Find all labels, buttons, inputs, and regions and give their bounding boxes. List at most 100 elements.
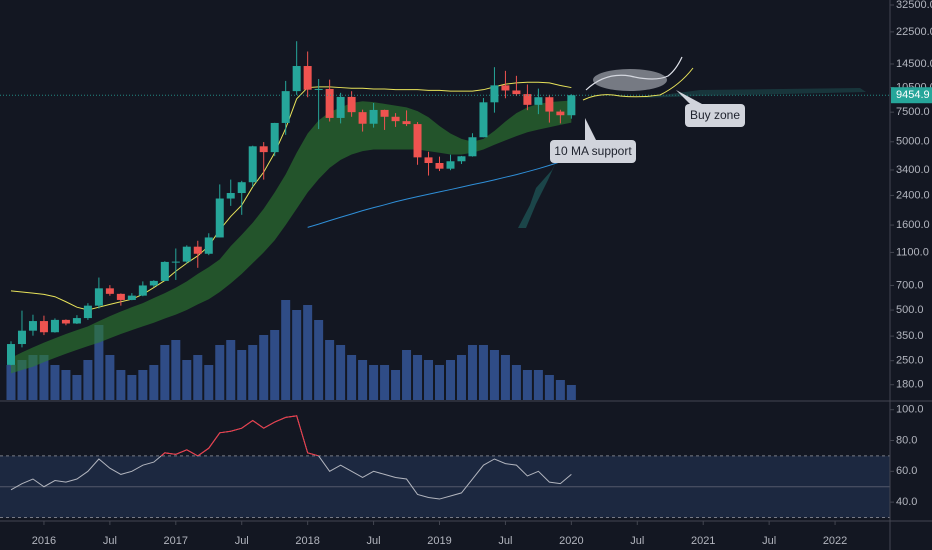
candle-body (380, 109, 389, 117)
candle-body (17, 330, 26, 345)
y-tick-label: 700.0 (896, 279, 924, 291)
annotation: 10 MA support (550, 118, 636, 163)
moving-average (307, 157, 572, 228)
candle-body (28, 321, 37, 331)
volume-bar (347, 355, 357, 400)
volume-bar (402, 350, 412, 400)
volume-bar (489, 350, 499, 400)
y-tick-label: 180.0 (896, 379, 924, 391)
ribbon-area (10, 100, 572, 374)
candle-body (160, 261, 169, 281)
candle-body (237, 182, 246, 194)
x-tick-label: Jul (103, 535, 117, 547)
volume-bar (204, 365, 214, 400)
candle-body (39, 321, 48, 333)
volume-bar (215, 345, 225, 400)
candle-body (336, 96, 345, 118)
candle-body (204, 237, 213, 254)
volume-bar (325, 340, 335, 400)
volume-bar (467, 345, 477, 400)
candle-body (446, 161, 455, 169)
candle-body (248, 146, 257, 183)
candle-body (193, 246, 202, 254)
volume-bar (369, 365, 379, 400)
volume-bar (270, 330, 280, 400)
x-tick-label: Jul (762, 535, 776, 547)
projection-line (582, 67, 694, 101)
candle-body (523, 94, 532, 105)
volume-bar (303, 305, 313, 400)
volume-bar (50, 365, 60, 400)
volume-bar (72, 375, 82, 400)
volume-bar (17, 360, 27, 400)
volume-bar (281, 300, 291, 400)
candle-body (127, 295, 136, 300)
candle-body (534, 97, 543, 105)
candle-body (182, 246, 191, 262)
volume-bar (413, 355, 423, 400)
volume-bar (511, 365, 521, 400)
y-tick-label: 22500.0 (896, 26, 932, 38)
x-tick-label: 2020 (559, 535, 583, 547)
candle-body (116, 293, 125, 300)
volume-bar (39, 355, 49, 400)
y-tick-label: 350.0 (896, 330, 924, 342)
candle-body (215, 198, 224, 238)
x-tick-label: 2019 (427, 535, 451, 547)
rsi-overbought-line (160, 415, 320, 456)
volume-bar (555, 380, 565, 400)
volume-bar (380, 365, 390, 400)
annotation: Buy zone (676, 90, 745, 127)
candle-body (545, 97, 554, 112)
candle-body (325, 88, 334, 118)
y-tick-label: 32500.0 (896, 0, 932, 11)
candle-body (501, 85, 510, 91)
candle-body (149, 280, 158, 286)
volume-bar (424, 360, 434, 400)
y-tick-label: 14500.0 (896, 58, 932, 70)
candle-body (105, 288, 114, 294)
volume-bar (435, 365, 445, 400)
candle-body (61, 319, 70, 324)
volume-bar (149, 365, 159, 400)
y-tick-label: 1600.0 (896, 219, 930, 231)
volume-bar (456, 355, 466, 400)
volume-bar (6, 365, 16, 400)
candle-body (281, 91, 290, 123)
volume-bar (160, 345, 170, 400)
volume-bar (314, 320, 324, 400)
last-price-badge (891, 87, 932, 104)
volume-bar (94, 325, 104, 400)
volume-bar (237, 350, 247, 400)
candle-body (292, 66, 301, 92)
callout-box (685, 104, 745, 127)
candle-body (94, 288, 103, 306)
volume-bar (566, 385, 576, 400)
volume-bar (127, 375, 137, 400)
volume-bar (259, 335, 269, 400)
volume-bar (61, 370, 71, 400)
x-tick-label: 2016 (32, 535, 56, 547)
buy-zone-ellipse (593, 69, 667, 91)
candle-body (556, 111, 565, 116)
candle-body (457, 156, 466, 162)
candle-body (402, 121, 411, 125)
volume-bar (533, 370, 543, 400)
volume-bar (182, 360, 192, 400)
candle-body (347, 96, 356, 113)
candle-body (72, 318, 81, 324)
volume-bar (544, 375, 554, 400)
volume-bar (105, 355, 115, 400)
candle-body (83, 305, 92, 319)
y-tick-label: 2400.0 (896, 189, 930, 201)
y-tick-label: 3400.0 (896, 164, 930, 176)
volume-bar (500, 355, 510, 400)
candle-body (424, 157, 433, 163)
projection (518, 56, 866, 228)
volume-bar (336, 345, 346, 400)
candle-body (259, 146, 268, 153)
rsi-pane (0, 415, 890, 519)
y-tick-label: 60.0 (896, 465, 917, 477)
callout-tail (585, 118, 596, 140)
